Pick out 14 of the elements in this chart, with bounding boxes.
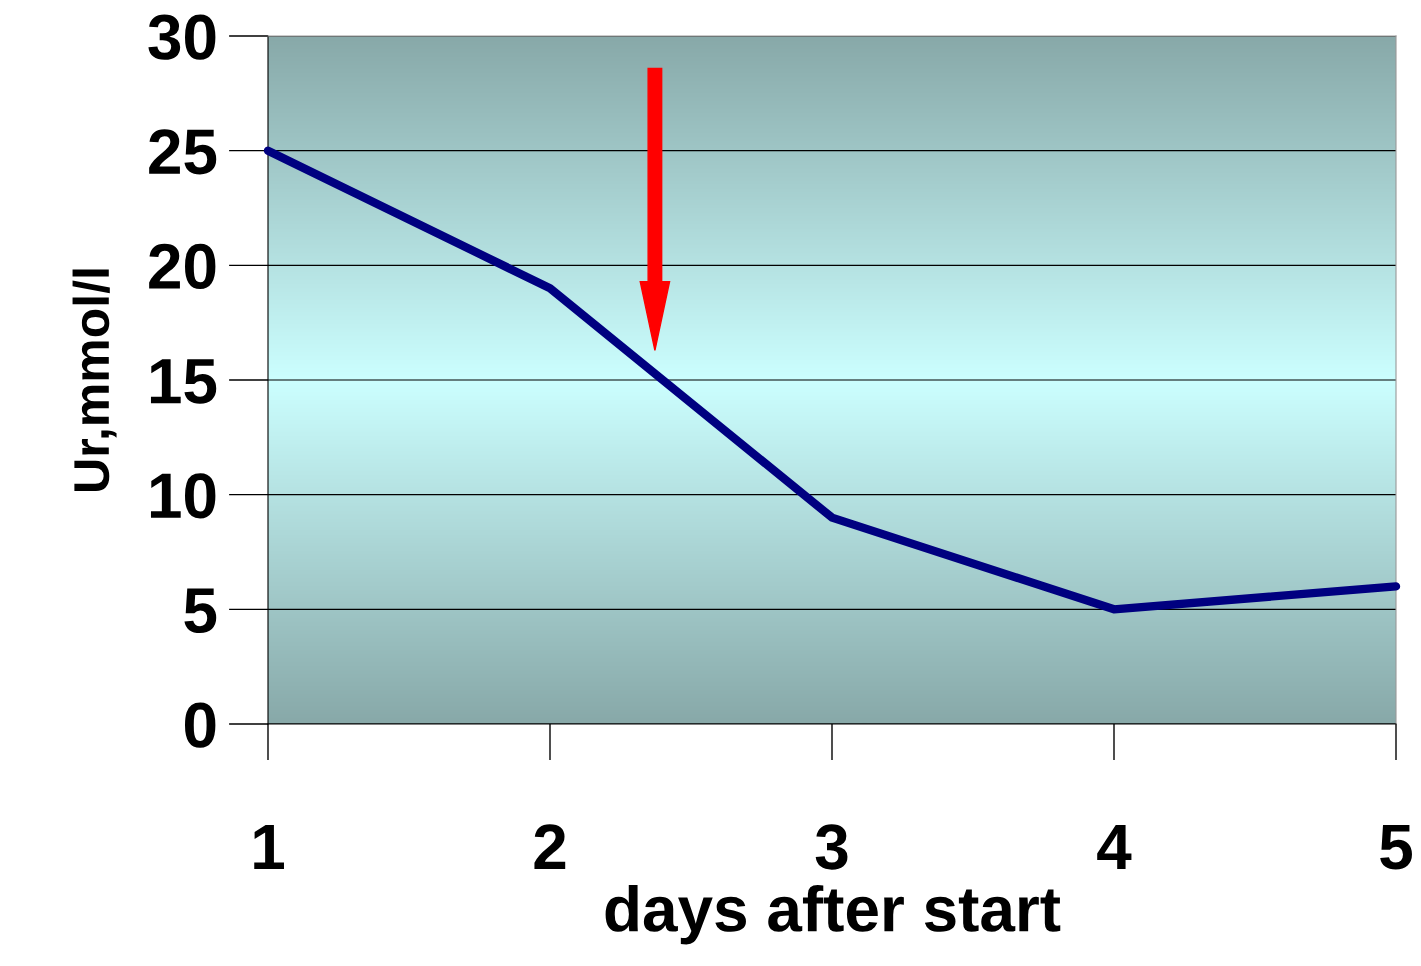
x-tick-label: 2 [534,824,566,869]
y-tick-label: 25 [149,129,217,175]
x-tick-label: 5 [1380,824,1412,870]
x-tick-label: 1 [254,824,284,869]
y-tick-label: 5 [184,588,217,634]
y-tick-label: 30 [148,14,216,60]
x-axis-title: days after start [605,884,1061,945]
y-tick-label: 20 [149,243,216,290]
y-tick-label: 15 [150,359,217,404]
y-tick-label: 10 [150,473,216,519]
y-axis-title: Ur,mmol/l [72,269,117,491]
x-tick-label: 3 [815,824,848,870]
x-tick-label: 4 [1097,824,1132,869]
y-tick-label: 0 [185,702,216,748]
